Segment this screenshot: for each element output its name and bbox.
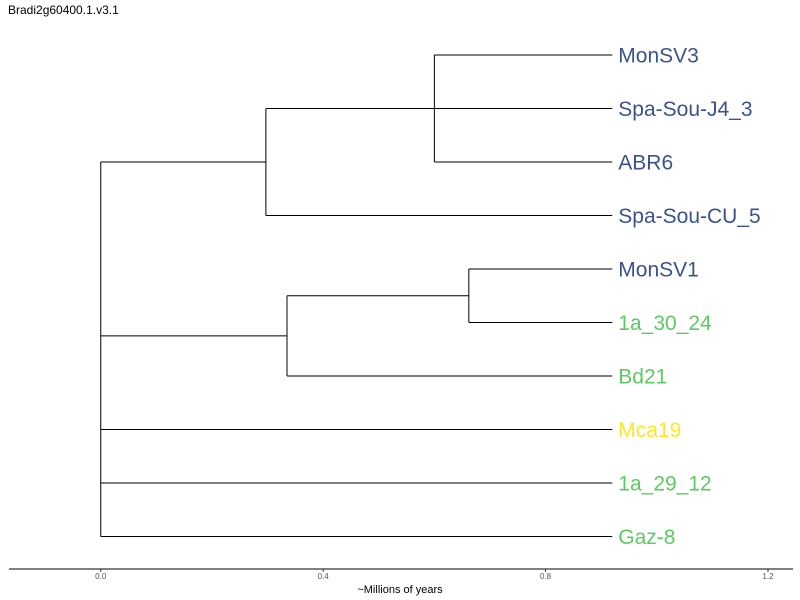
- branch-group: [100, 54, 613, 537]
- axis-tick-label: 0.8: [540, 572, 552, 581]
- tip-label: Bd21: [618, 366, 667, 389]
- tip-label: Mca19: [618, 419, 681, 442]
- axis-title: ~Millions of years: [357, 584, 443, 596]
- tip-label: ABR6: [618, 152, 673, 175]
- axis-tick-label: 0.4: [318, 572, 330, 581]
- tip-label: 1a_29_12: [618, 473, 711, 496]
- axis-tick-label: 1.2: [762, 572, 774, 581]
- axis-tick-label: 0.0: [95, 572, 107, 581]
- tip-label: Gaz-8: [618, 526, 675, 549]
- time-axis: 0.0 0.4 0.8 1.2 ~Millions of years: [9, 568, 793, 596]
- tip-label: Spa-Sou-J4_3: [618, 98, 752, 121]
- tree-title: Bradi2g60400.1.v3.1: [8, 3, 119, 17]
- tip-label: MonSV1: [618, 259, 699, 282]
- tip-label: 1a_30_24: [618, 312, 712, 335]
- tip-label: Spa-Sou-CU_5: [618, 205, 760, 228]
- tip-label: MonSV3: [618, 45, 699, 68]
- tip-label-group: MonSV3 Spa-Sou-J4_3 ABR6 Spa-Sou-CU_5 MonSV1…: [618, 45, 760, 550]
